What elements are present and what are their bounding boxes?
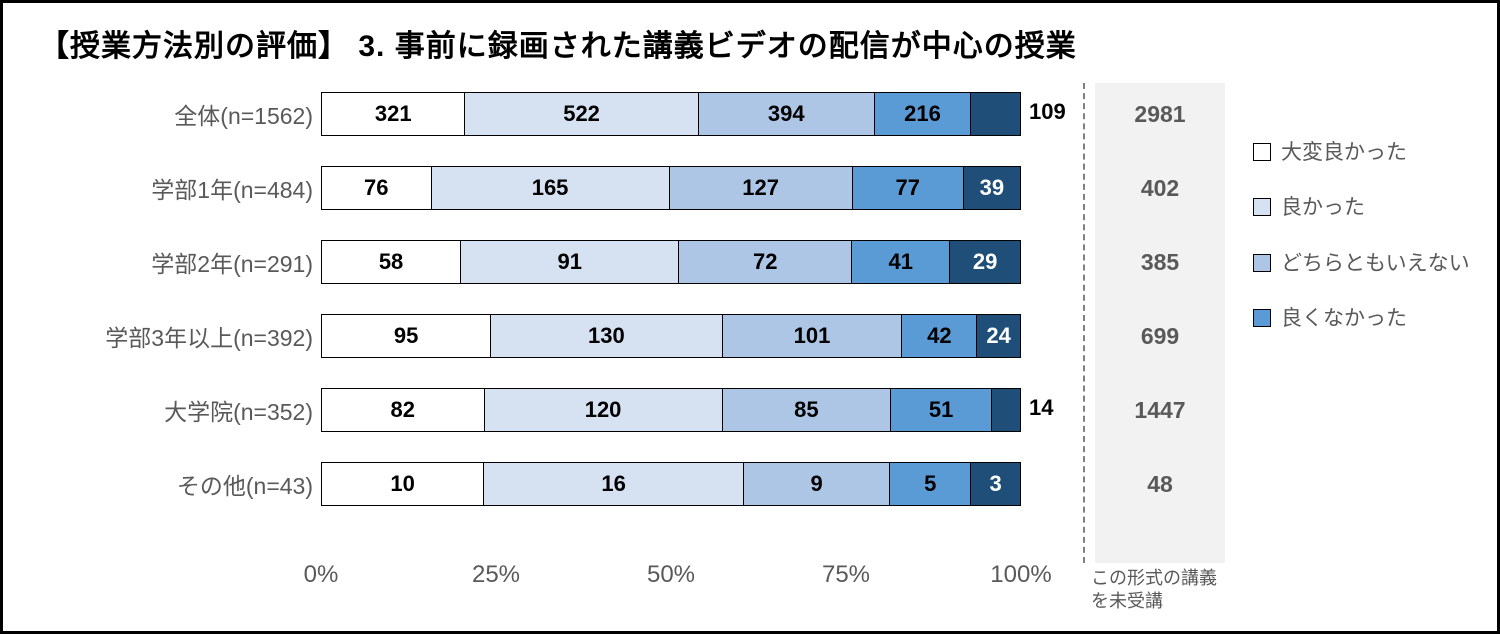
bar-segment: 127 xyxy=(670,167,853,209)
bar-track: 1016953 xyxy=(321,462,1021,506)
bar-segment: 42 xyxy=(902,315,977,357)
extra-column-caption: この形式の講義を未受講 xyxy=(1091,567,1231,614)
bar-segment xyxy=(971,93,1020,135)
bar-track: 321522394216 xyxy=(321,92,1021,136)
bar-segment: 39 xyxy=(964,167,1020,209)
x-axis: 0%25%50%75%100% xyxy=(321,561,1021,601)
extra-value: 2981 xyxy=(1095,101,1225,128)
bar-segment: 95 xyxy=(322,315,491,357)
chart-title: 【授業方法別の評価】 3. 事前に録画された講義ビデオの配信が中心の授業 xyxy=(3,3,1497,65)
bar-segment: 91 xyxy=(461,241,679,283)
bar-segment: 29 xyxy=(950,241,1020,283)
bar-segment: 216 xyxy=(875,93,972,135)
bar-segment: 51 xyxy=(891,389,992,431)
bar-segment: 3 xyxy=(971,463,1020,505)
bar-segment: 101 xyxy=(723,315,903,357)
legend-label: 大変良かった xyxy=(1281,139,1407,166)
extra-value: 402 xyxy=(1095,175,1225,202)
row-label: 全体(n=1562) xyxy=(174,97,313,131)
segment-overflow-label: 14 xyxy=(1029,395,1053,421)
extra-value: 48 xyxy=(1095,471,1225,498)
bar-segment: 82 xyxy=(322,389,485,431)
chart-area: 全体(n=1562)321522394216109学部1年(n=484)7616… xyxy=(3,83,1500,603)
bar-segment: 394 xyxy=(699,93,875,135)
chart-row: その他(n=43)1016953 xyxy=(3,459,1500,509)
bar-track: 761651277739 xyxy=(321,166,1021,210)
row-label: 学部1年(n=484) xyxy=(151,171,313,205)
legend-label: 良くなかった xyxy=(1281,305,1407,332)
bar-segment: 77 xyxy=(853,167,964,209)
bar-segment: 321 xyxy=(322,93,465,135)
bar-segment: 58 xyxy=(322,241,461,283)
row-label: 大学院(n=352) xyxy=(164,393,313,427)
bar-segment: 120 xyxy=(485,389,723,431)
bar-segment: 76 xyxy=(322,167,432,209)
legend-item: 大変良かった xyxy=(1253,139,1473,166)
bar-segment: 5 xyxy=(890,463,971,505)
chart-frame: 【授業方法別の評価】 3. 事前に録画された講義ビデオの配信が中心の授業 全体(… xyxy=(0,0,1500,634)
bar-segment: 24 xyxy=(977,315,1020,357)
bar-track: 951301014224 xyxy=(321,314,1021,358)
legend-swatch xyxy=(1253,143,1271,161)
legend: 大変良かった良かったどちらともいえない良くなかった xyxy=(1253,139,1473,360)
row-label: 学部3年以上(n=392) xyxy=(105,319,313,353)
bar-segment: 522 xyxy=(465,93,698,135)
row-label: その他(n=43) xyxy=(177,467,313,501)
legend-item: 良かった xyxy=(1253,194,1473,221)
legend-label: 良かった xyxy=(1281,194,1365,221)
bar-segment: 85 xyxy=(723,389,892,431)
legend-label: どちらともいえない xyxy=(1281,250,1470,277)
x-tick: 25% xyxy=(472,561,520,589)
bar-segment: 41 xyxy=(852,241,950,283)
legend-item: どちらともいえない xyxy=(1253,250,1473,277)
legend-swatch xyxy=(1253,254,1271,272)
bar-segment xyxy=(992,389,1020,431)
x-tick: 50% xyxy=(647,561,695,589)
x-tick: 0% xyxy=(304,561,339,589)
bar-segment: 130 xyxy=(491,315,722,357)
bar-track: 5891724129 xyxy=(321,240,1021,284)
bar-track: 821208551 xyxy=(321,388,1021,432)
row-label: 学部2年(n=291) xyxy=(151,245,313,279)
chart-row: 大学院(n=352)82120855114 xyxy=(3,385,1500,435)
legend-item: 良くなかった xyxy=(1253,305,1473,332)
x-tick: 75% xyxy=(822,561,870,589)
bar-segment: 10 xyxy=(322,463,484,505)
legend-swatch xyxy=(1253,198,1271,216)
bar-segment: 16 xyxy=(484,463,744,505)
segment-overflow-label: 109 xyxy=(1029,99,1066,125)
extra-value: 1447 xyxy=(1095,397,1225,424)
extra-value: 385 xyxy=(1095,249,1225,276)
bar-segment: 9 xyxy=(744,463,890,505)
x-tick: 100% xyxy=(990,561,1051,589)
chart-row: 全体(n=1562)321522394216109 xyxy=(3,89,1500,139)
extra-value: 699 xyxy=(1095,323,1225,350)
bar-segment: 72 xyxy=(679,241,852,283)
legend-swatch xyxy=(1253,309,1271,327)
bar-segment: 165 xyxy=(432,167,670,209)
